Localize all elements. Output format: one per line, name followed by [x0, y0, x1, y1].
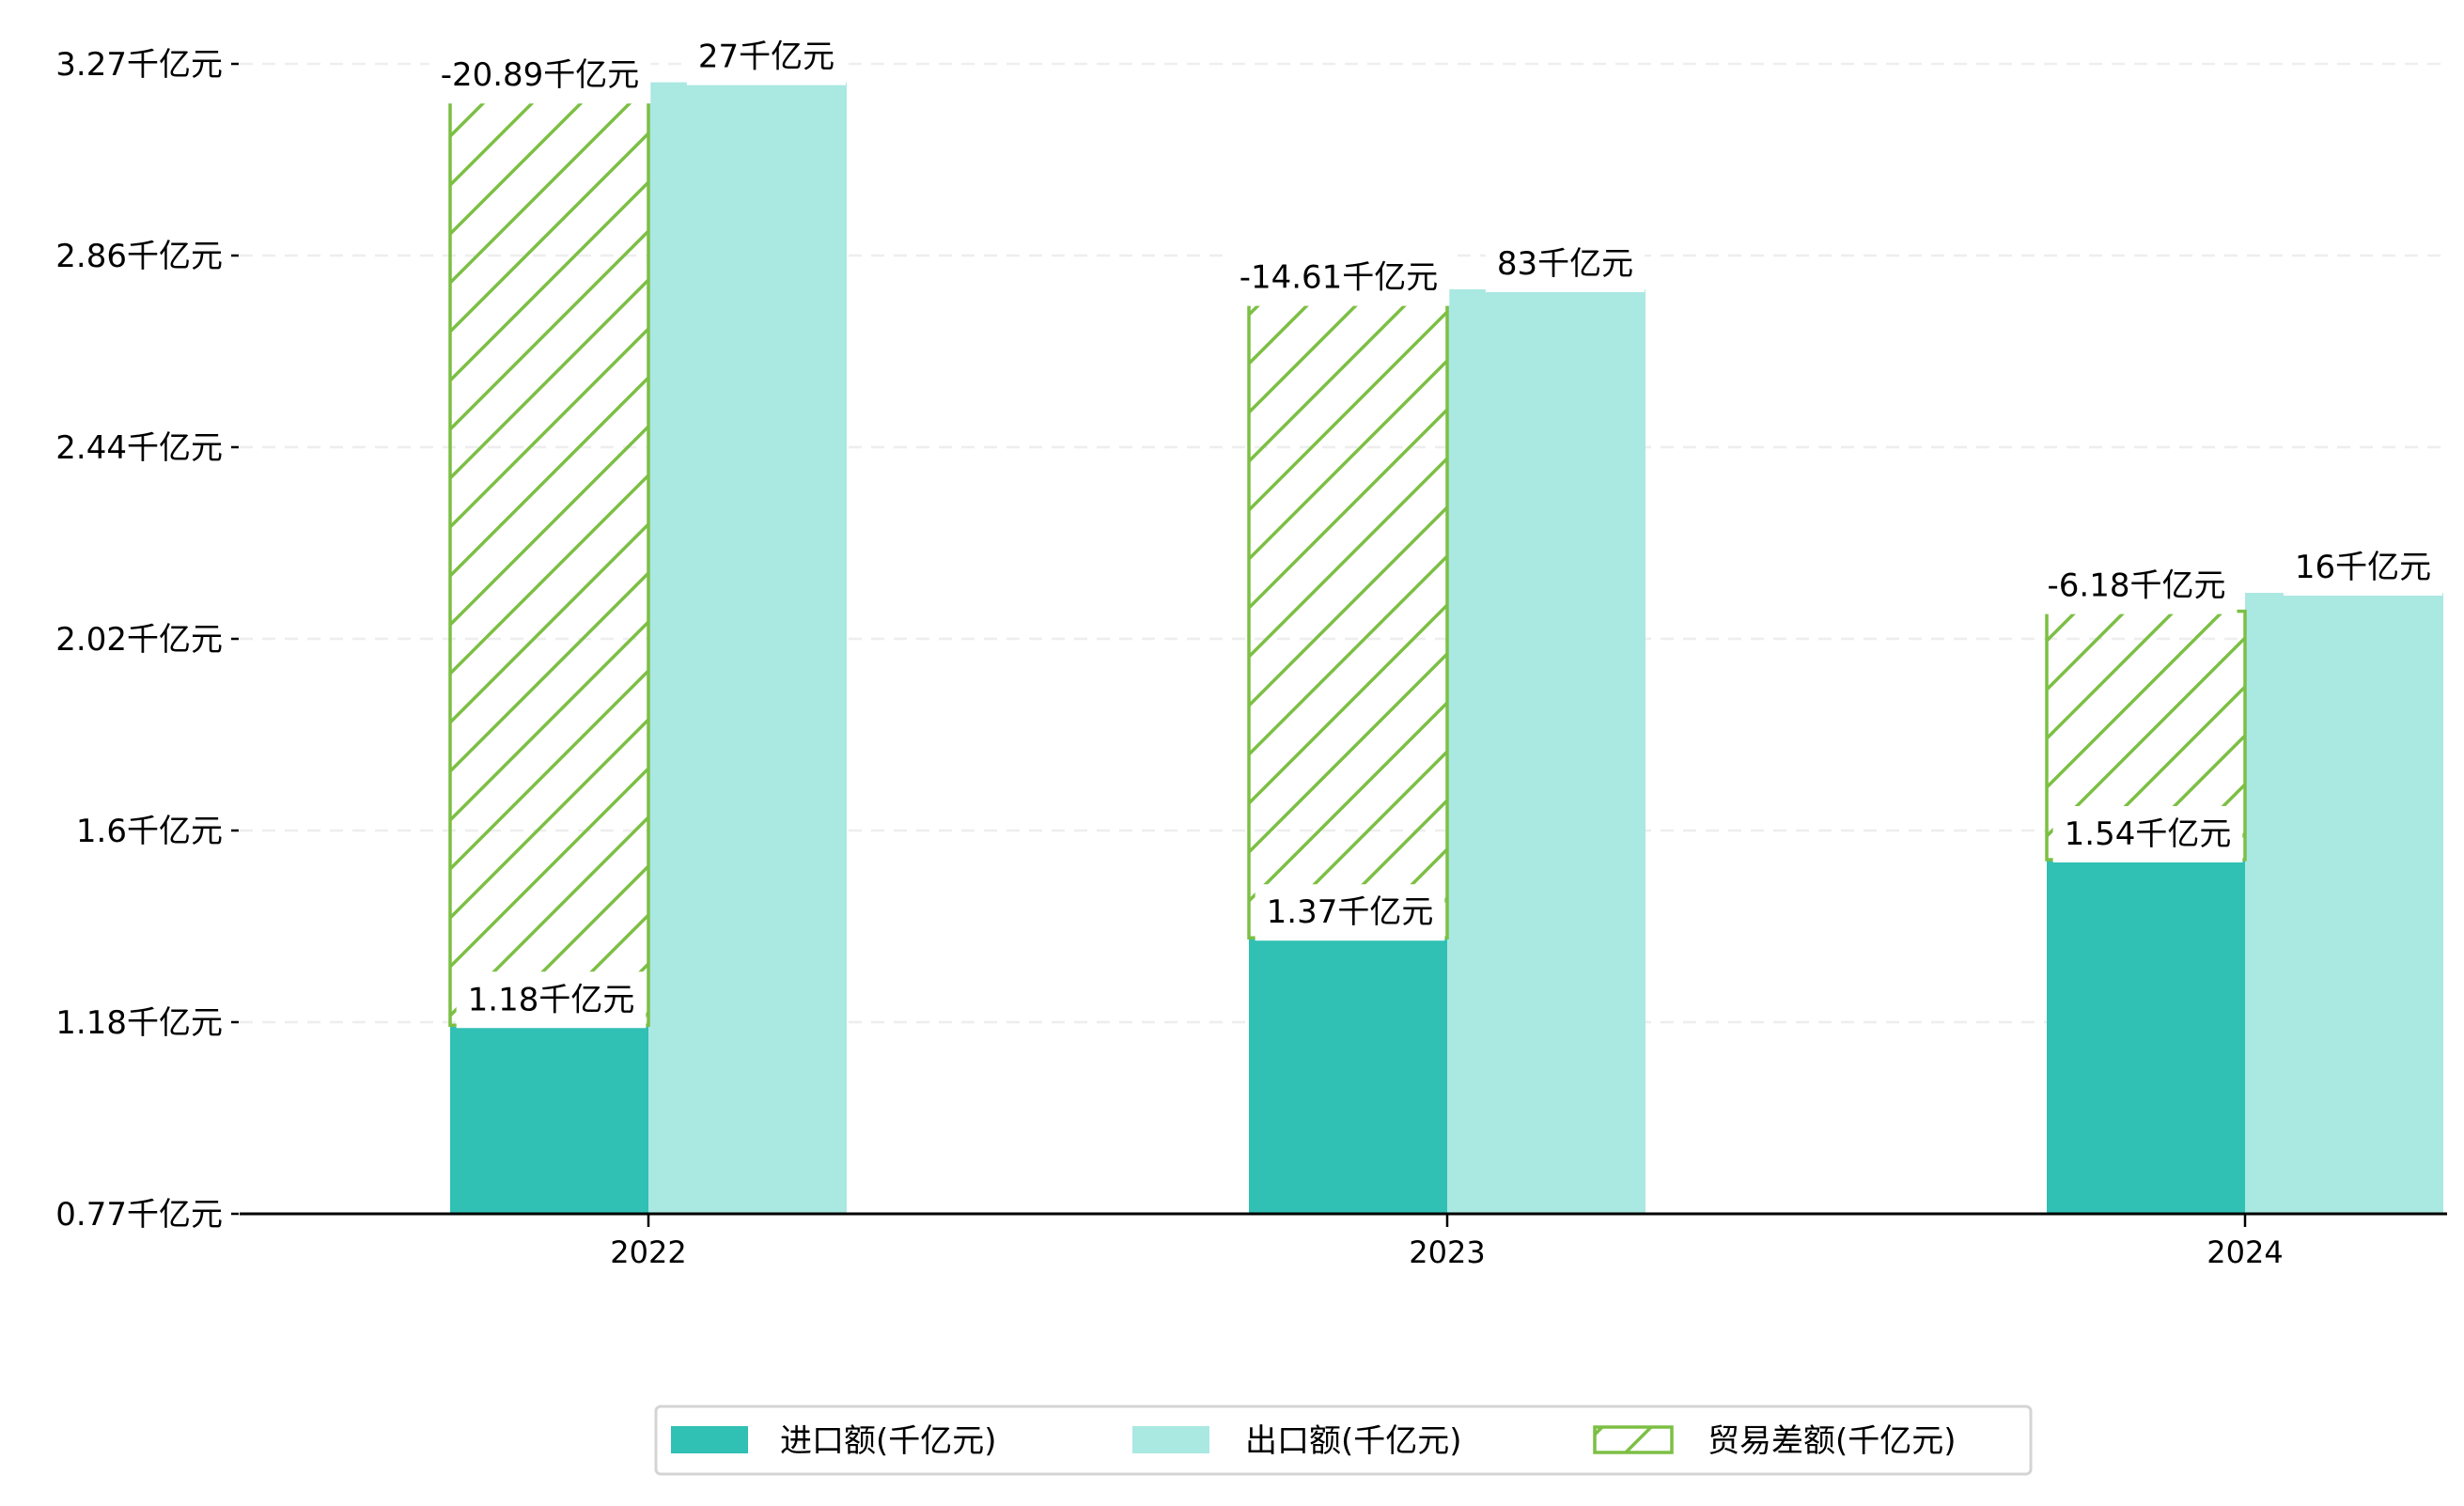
legend: 进口额(千亿元) 出口额(千亿元) 贸易差额(千亿元) — [654, 1405, 2033, 1476]
bar-import — [1249, 938, 1447, 1214]
bar-export — [2245, 593, 2443, 1214]
label-import-bg — [456, 971, 647, 1029]
x-tick-label: 2022 — [610, 1234, 686, 1270]
legend-label-import: 进口额(千亿元) — [780, 1422, 997, 1460]
label-export-bg — [1485, 235, 1645, 292]
label-export-bg — [686, 28, 847, 85]
bar-import — [2047, 860, 2245, 1214]
data-labels: 27千亿元 -20.89千亿元 1.18千亿元 83千亿元 -14.61千亿元 1.37千… — [429, 28, 2443, 1029]
label-import: 1.37千亿元 — [1267, 893, 1434, 931]
y-tick-label: 1.6千亿元 — [76, 813, 223, 850]
y-tick-label: 2.44千亿元 — [55, 429, 223, 467]
label-export: 16千亿元 — [2295, 549, 2431, 586]
bar-trade-balance — [448, 99, 650, 1028]
label-trade-balance-bg — [1227, 249, 1450, 306]
label-import: 1.54千亿元 — [2065, 815, 2232, 853]
label-trade-balance-bg — [429, 47, 651, 104]
label-import-bg — [1255, 884, 1445, 941]
legend-label-balance: 贸易差额(千亿元) — [1708, 1422, 1957, 1460]
x-tick-label: 2023 — [1409, 1234, 1485, 1270]
legend-swatch-import — [671, 1426, 748, 1453]
y-tick-label: 2.02千亿元 — [55, 621, 223, 659]
label-import: 1.18千亿元 — [468, 981, 635, 1018]
label-export: 27千亿元 — [698, 39, 834, 76]
legend-swatch-balance — [1593, 1425, 1674, 1454]
y-tick-label: 3.27千亿元 — [55, 46, 223, 84]
label-export-bg — [2283, 539, 2443, 597]
label-trade-balance: -20.89千亿元 — [441, 56, 640, 94]
y-tick-label: 2.86千亿元 — [55, 238, 223, 275]
y-axis: 0.77千亿元 1.18千亿元 1.6千亿元 2.02千亿元 2.44千亿元 2.86千亿… — [55, 46, 239, 1234]
label-export: 83千亿元 — [1497, 245, 1633, 283]
x-tick-label: 2024 — [2207, 1234, 2283, 1270]
legend-swatch-export — [1132, 1426, 1209, 1453]
y-tick-label: 1.18千亿元 — [55, 1004, 223, 1042]
legend-frame — [654, 1405, 2033, 1476]
x-axis: 2022 2023 2024 — [240, 1212, 2447, 1270]
bar-export — [1447, 288, 1645, 1214]
bar-trade-balance — [1247, 301, 1449, 939]
bar-export — [648, 82, 847, 1215]
label-trade-balance: -14.61千亿元 — [1240, 259, 1439, 297]
label-trade-balance: -6.18千亿元 — [2048, 567, 2226, 605]
bar-import — [450, 1025, 648, 1214]
label-trade-balance-bg — [2035, 557, 2238, 614]
legend-label-export: 出口额(千亿元) — [1245, 1422, 1462, 1460]
label-import-bg — [2052, 806, 2243, 863]
bars — [448, 82, 2443, 1215]
y-tick-label: 0.77千亿元 — [55, 1196, 223, 1234]
